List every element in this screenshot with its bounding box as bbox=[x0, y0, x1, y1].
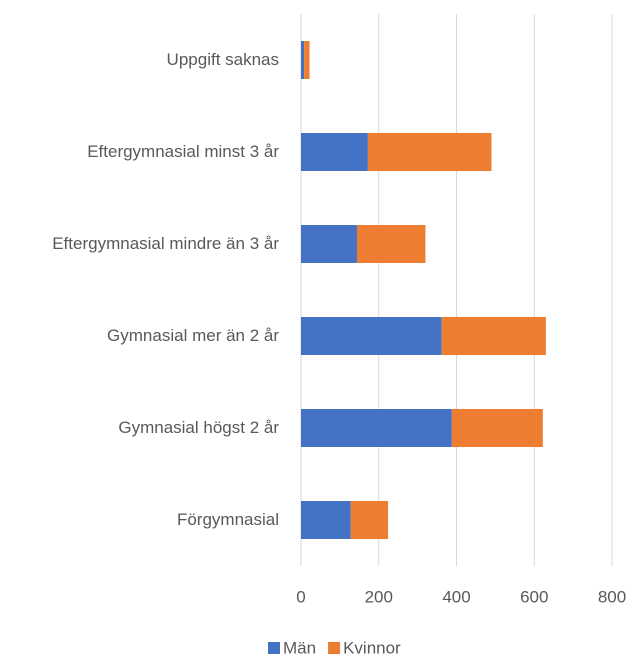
x-tick-label: 400 bbox=[442, 587, 470, 606]
y-tick-label: Uppgift saknas bbox=[166, 50, 279, 69]
y-tick-label: Eftergymnasial minst 3 år bbox=[87, 142, 279, 161]
y-tick-label: Gymnasial mer än 2 år bbox=[107, 326, 279, 345]
legend-label: Män bbox=[283, 638, 316, 657]
x-tick-label: 600 bbox=[520, 587, 548, 606]
bar bbox=[301, 409, 452, 447]
bar bbox=[441, 317, 546, 355]
bar bbox=[301, 501, 351, 539]
bar bbox=[301, 133, 368, 171]
x-tick-label: 0 bbox=[296, 587, 305, 606]
x-tick-label: 200 bbox=[365, 587, 393, 606]
legend-swatch bbox=[328, 642, 341, 654]
bar bbox=[304, 41, 310, 79]
bar bbox=[350, 501, 389, 539]
bar bbox=[367, 133, 492, 171]
bar bbox=[301, 225, 357, 263]
bar bbox=[301, 317, 442, 355]
bar bbox=[356, 225, 426, 263]
bar bbox=[301, 41, 305, 79]
legend-swatch bbox=[268, 642, 280, 654]
bar bbox=[451, 409, 543, 447]
x-tick-label: 800 bbox=[598, 587, 626, 606]
y-tick-label: Eftergymnasial mindre än 3 år bbox=[52, 234, 279, 253]
y-tick-label: Förgymnasial bbox=[176, 510, 279, 529]
y-tick-label: Gymnasial högst 2 år bbox=[118, 418, 279, 437]
legend-label: Kvinnor bbox=[343, 638, 401, 657]
